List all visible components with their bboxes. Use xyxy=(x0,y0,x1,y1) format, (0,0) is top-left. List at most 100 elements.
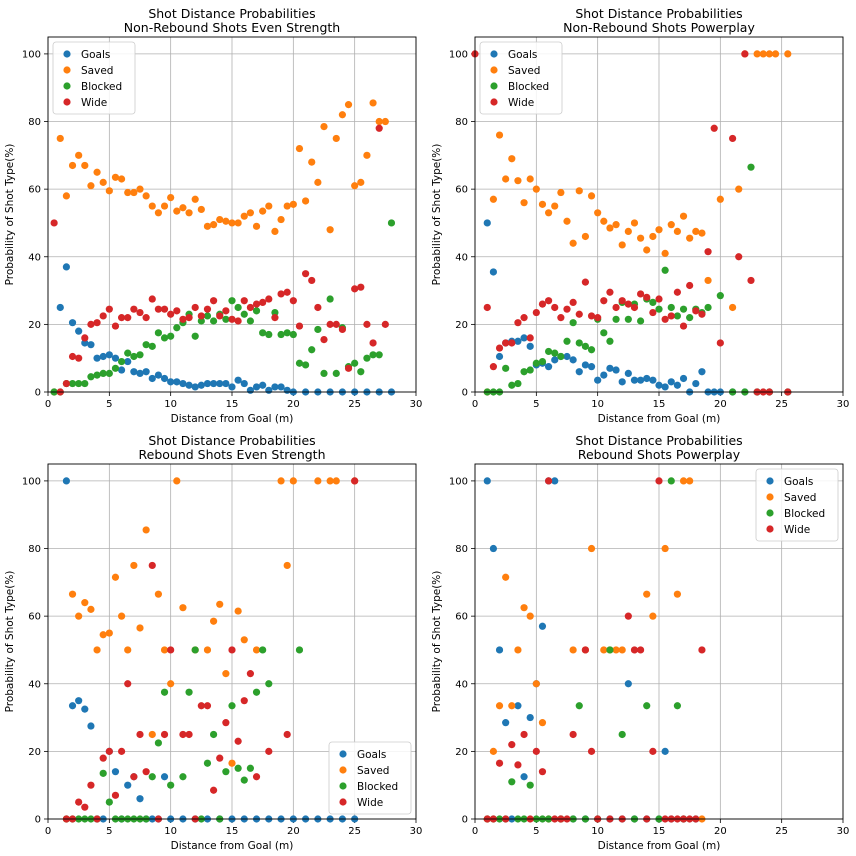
data-point-wide xyxy=(179,315,187,323)
x-tick-label: 30 xyxy=(410,826,423,837)
data-point-goals xyxy=(514,702,522,710)
data-point-blocked xyxy=(289,330,297,339)
data-point-goals xyxy=(191,383,199,391)
data-point-wide xyxy=(351,477,359,485)
data-point-wide xyxy=(308,276,316,285)
data-point-goals xyxy=(203,379,212,388)
data-point-goals xyxy=(68,319,77,327)
data-point-blocked xyxy=(222,768,230,776)
data-point-goals xyxy=(216,379,224,388)
data-point-saved xyxy=(277,215,285,224)
legend-marker-saved xyxy=(339,766,347,774)
x-tick-label: 20 xyxy=(287,399,300,410)
data-point-saved xyxy=(673,227,682,236)
data-point-saved xyxy=(283,202,291,210)
data-point-goals xyxy=(630,376,639,384)
x-axis-label: Distance from Goal (m) xyxy=(171,840,294,852)
data-point-goals xyxy=(124,357,132,366)
data-point-saved xyxy=(203,222,212,230)
data-point-blocked xyxy=(295,646,304,654)
data-point-blocked xyxy=(160,334,169,342)
data-point-blocked xyxy=(252,307,261,315)
data-point-wide xyxy=(142,314,150,322)
x-tick-label: 30 xyxy=(837,399,850,410)
data-point-saved xyxy=(136,624,144,632)
data-point-goals xyxy=(173,378,181,386)
data-point-blocked xyxy=(551,349,559,357)
data-point-wide xyxy=(637,646,645,654)
data-point-wide xyxy=(520,314,528,322)
data-point-saved xyxy=(210,221,218,229)
data-point-wide xyxy=(520,730,528,739)
data-point-saved xyxy=(618,646,626,654)
data-point-saved xyxy=(105,187,113,195)
data-point-saved xyxy=(154,209,162,217)
data-point-saved xyxy=(612,221,620,229)
data-point-blocked xyxy=(234,303,242,312)
legend-label-blocked: Blocked xyxy=(81,81,122,93)
data-point-saved xyxy=(99,631,107,639)
data-point-wide xyxy=(630,303,639,312)
chart-title: Shot Distance Probabilities xyxy=(148,433,315,448)
data-point-blocked xyxy=(314,325,322,334)
data-point-wide xyxy=(191,303,199,312)
data-point-blocked xyxy=(514,379,522,388)
data-point-wide xyxy=(581,278,590,286)
legend-label-saved: Saved xyxy=(357,765,389,777)
data-point-blocked xyxy=(124,349,132,357)
data-point-saved xyxy=(81,161,89,170)
data-point-wide xyxy=(197,702,205,710)
data-point-wide xyxy=(179,730,187,739)
data-point-wide xyxy=(606,288,614,296)
data-point-wide xyxy=(62,379,70,388)
data-point-wide xyxy=(271,314,279,322)
data-point-wide xyxy=(68,352,77,361)
data-point-wide xyxy=(624,300,632,308)
legend: Goals Saved Blocked Wide xyxy=(479,41,563,115)
data-point-goals xyxy=(489,544,497,553)
legend-label-blocked: Blocked xyxy=(357,781,398,793)
data-point-wide xyxy=(222,307,230,315)
data-point-saved xyxy=(228,219,236,227)
legend-label-wide: Wide xyxy=(81,97,107,109)
data-point-saved xyxy=(520,604,528,612)
data-point-saved xyxy=(526,175,534,183)
data-point-saved xyxy=(587,544,596,553)
data-point-wide xyxy=(246,303,254,312)
data-point-goals xyxy=(197,381,205,389)
data-point-saved xyxy=(643,590,651,598)
x-axis-label: Distance from Goal (m) xyxy=(598,840,721,852)
data-point-blocked xyxy=(557,352,565,361)
data-point-blocked xyxy=(271,308,279,317)
x-tick-label: 5 xyxy=(533,826,539,837)
legend-label-blocked: Blocked xyxy=(784,508,825,520)
legend-box xyxy=(479,41,563,115)
data-point-saved xyxy=(369,99,377,107)
data-point-blocked xyxy=(637,317,645,325)
chart-panel-2: 0 5 10 15 20 25 30 0 20 40 60 80 100 Shot Distance Pr… xyxy=(431,6,849,425)
data-point-saved xyxy=(87,182,95,190)
x-tick-label: 25 xyxy=(348,826,361,837)
data-point-saved xyxy=(520,199,528,207)
data-point-saved xyxy=(538,200,547,208)
legend-label-saved: Saved xyxy=(81,65,113,77)
data-point-wide xyxy=(87,781,95,789)
data-point-blocked xyxy=(673,312,682,320)
data-point-wide xyxy=(216,312,224,320)
data-point-saved xyxy=(197,205,205,214)
data-point-wide xyxy=(332,320,340,328)
data-point-saved xyxy=(508,155,516,163)
data-point-blocked xyxy=(154,329,162,337)
data-point-goals xyxy=(130,368,138,376)
data-point-saved xyxy=(661,544,669,553)
data-point-wide xyxy=(197,312,205,320)
data-point-goals xyxy=(606,364,614,372)
data-point-goals xyxy=(277,383,285,391)
data-point-saved xyxy=(729,303,737,312)
data-point-saved xyxy=(686,477,694,485)
data-point-blocked xyxy=(228,702,236,710)
data-point-saved xyxy=(704,276,712,285)
x-tick-label: 10 xyxy=(164,399,177,410)
data-point-blocked xyxy=(167,332,175,340)
data-point-saved xyxy=(308,158,316,166)
